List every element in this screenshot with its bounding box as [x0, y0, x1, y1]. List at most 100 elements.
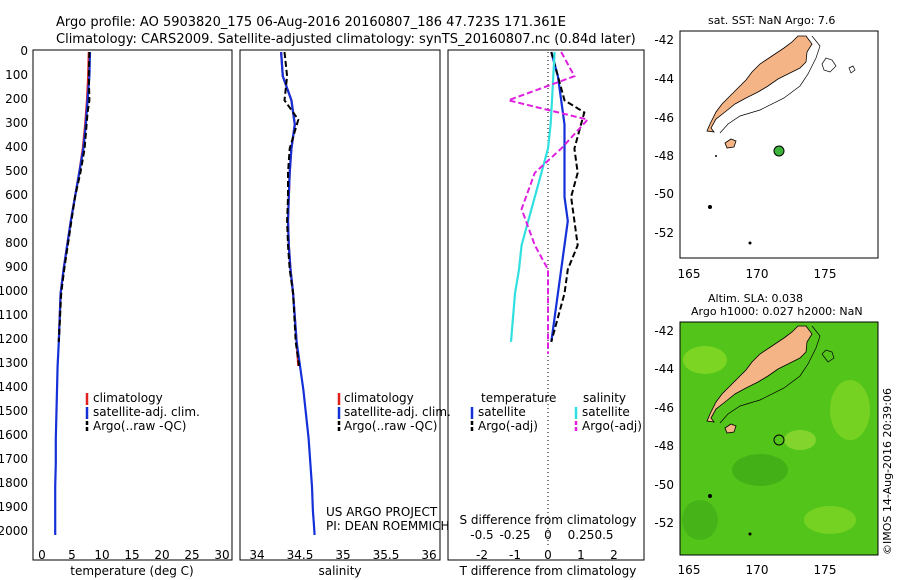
depth-tick-label: 2000: [0, 524, 28, 538]
sal-tick-label: 36: [421, 548, 436, 562]
legend-label: satellite: [582, 405, 630, 419]
sla-lat-tick: -46: [654, 401, 674, 415]
sla-lon-tick: 165: [678, 563, 701, 577]
sla-lon-tick: 175: [814, 563, 837, 577]
temp-tick-label: 20: [154, 548, 169, 562]
south-island-land: [706, 35, 813, 133]
sal-tick-label: 34: [249, 548, 264, 562]
t-diff-tick: 1: [577, 548, 585, 562]
sla-map-title-1: Altim. SLA: 0.038: [708, 292, 803, 305]
depth-axis: 0 100 200 300 400 500 600 700 800 900 10…: [0, 44, 28, 538]
temperature-x-axis: 0 5 10 15 20 25 30 temperature (deg C): [38, 548, 229, 578]
depth-tick-label: 100: [5, 68, 28, 82]
s-diff-tick: 0.25: [568, 528, 595, 542]
difference-series-salinity-satellite: [509, 51, 556, 342]
temp-tick-label: 30: [214, 548, 229, 562]
sla-contour-east: [821, 349, 835, 363]
temp-x-label: temperature (deg C): [70, 564, 193, 578]
legend-label: satellite-adj. clim.: [344, 405, 451, 419]
sst-map-title: sat. SST: NaN Argo: 7.6: [708, 14, 835, 27]
sst-contour-east: [821, 57, 837, 73]
depth-tick-label: 600: [5, 188, 28, 202]
depth-tick-label: 1700: [0, 452, 28, 466]
island-dot: [715, 155, 717, 157]
sla-anomaly-patch: [784, 430, 816, 450]
legend-label: climatology: [93, 391, 163, 405]
sla-lat-tick: -48: [654, 439, 674, 453]
depth-tick-label: 200: [5, 92, 28, 106]
difference-x-axes: S difference from climatology -0.5 -0.25…: [459, 513, 637, 578]
depth-tick-label: 1900: [0, 500, 28, 514]
sla-isobath-contour: [719, 325, 821, 424]
sla-lat-tick: -50: [654, 478, 674, 492]
sal-tick-label: 34.5: [287, 548, 314, 562]
island-dot: [748, 241, 752, 245]
sst-lon-tick: 175: [814, 267, 837, 281]
s-diff-tick: -0.5: [470, 528, 493, 542]
s-diff-tick: 0.5: [594, 528, 613, 542]
s-diff-tick: -0.25: [499, 528, 530, 542]
sst-map-land: [706, 35, 856, 245]
difference-series-salinity-argo-adj: [504, 51, 590, 354]
depth-tick-label: 300: [5, 116, 28, 130]
profile-curves: [54, 51, 590, 536]
sla-field-texture: [682, 346, 870, 540]
sla-lat-tick: -44: [654, 362, 674, 376]
sst-isobath-contour: [719, 35, 821, 134]
sla-lon-tick: 170: [746, 563, 769, 577]
difference-series-temperature-satellite: [550, 51, 569, 342]
salinity-x-axis: 34 34.5 35 35.5 36 salinity: [249, 548, 436, 578]
salinity-panel: [239, 49, 441, 561]
legend-title-salinity: salinity: [583, 391, 626, 405]
sal-x-label: salinity: [318, 564, 361, 578]
depth-tick-label: 400: [5, 140, 28, 154]
temp-tick-label: 15: [124, 548, 139, 562]
legend-label: climatology: [344, 391, 414, 405]
difference-series-temperature-argo-adj: [550, 51, 586, 343]
legend-label: Argo(..raw -QC): [344, 419, 437, 433]
sst-lat-tick: -48: [654, 149, 674, 163]
sal-tick-label: 35: [335, 548, 350, 562]
sla-anomaly-patch: [830, 380, 870, 440]
temperature-panel: [32, 49, 233, 561]
sla-map-title-2: Argo h1000: 0.027 h2000: NaN: [691, 305, 863, 318]
temp-tick-label: 25: [184, 548, 199, 562]
legend-label: satellite: [478, 405, 526, 419]
sla-map-land: [706, 325, 835, 536]
argo-float-marker: [773, 434, 785, 446]
sst-lat-tick: -52: [654, 226, 674, 240]
legend-title-temperature: temperature: [481, 391, 556, 405]
depth-tick-label: 0: [20, 44, 28, 58]
depth-tick-label: 1800: [0, 476, 28, 490]
depth-tick-label: 1200: [0, 332, 28, 346]
depth-tick-label: 700: [5, 212, 28, 226]
t-diff-tick: -1: [509, 548, 521, 562]
sla-lat-tick: -42: [654, 324, 674, 338]
sla-lat-tick: -52: [654, 516, 674, 530]
sst-lat-tick: -44: [654, 72, 674, 86]
temp-tick-label: 10: [94, 548, 109, 562]
t-diff-tick: 0: [544, 548, 552, 562]
depth-tick-label: 1100: [0, 308, 28, 322]
temp-tick-label: 0: [38, 548, 46, 562]
sla-anomaly-patch: [682, 500, 718, 540]
sst-lat-tick: -50: [654, 187, 674, 201]
credit-project: US ARGO PROJECT: [326, 505, 438, 519]
sst-lon-tick: 170: [746, 267, 769, 281]
stewart-island: [724, 423, 737, 434]
sst-lat-tick: -42: [654, 33, 674, 47]
t-diff-tick: -2: [476, 548, 488, 562]
s-diff-tick: 0: [544, 528, 552, 542]
sst-contour-east-small: [848, 65, 856, 74]
island-dot: [708, 494, 712, 498]
temp-tick-label: 5: [68, 548, 76, 562]
depth-tick-label: 1300: [0, 356, 28, 370]
figure-subtitle: Climatology: CARS2009. Satellite-adjuste…: [56, 32, 636, 47]
south-island-land: [706, 325, 813, 423]
depth-tick-label: 1600: [0, 428, 28, 442]
sst-lon-tick: 165: [678, 267, 701, 281]
imos-credit: ©IMOS 14-Aug-2016 20:39:06: [881, 388, 894, 555]
depth-tick-label: 500: [5, 164, 28, 178]
sla-anomaly-patch: [804, 506, 856, 534]
